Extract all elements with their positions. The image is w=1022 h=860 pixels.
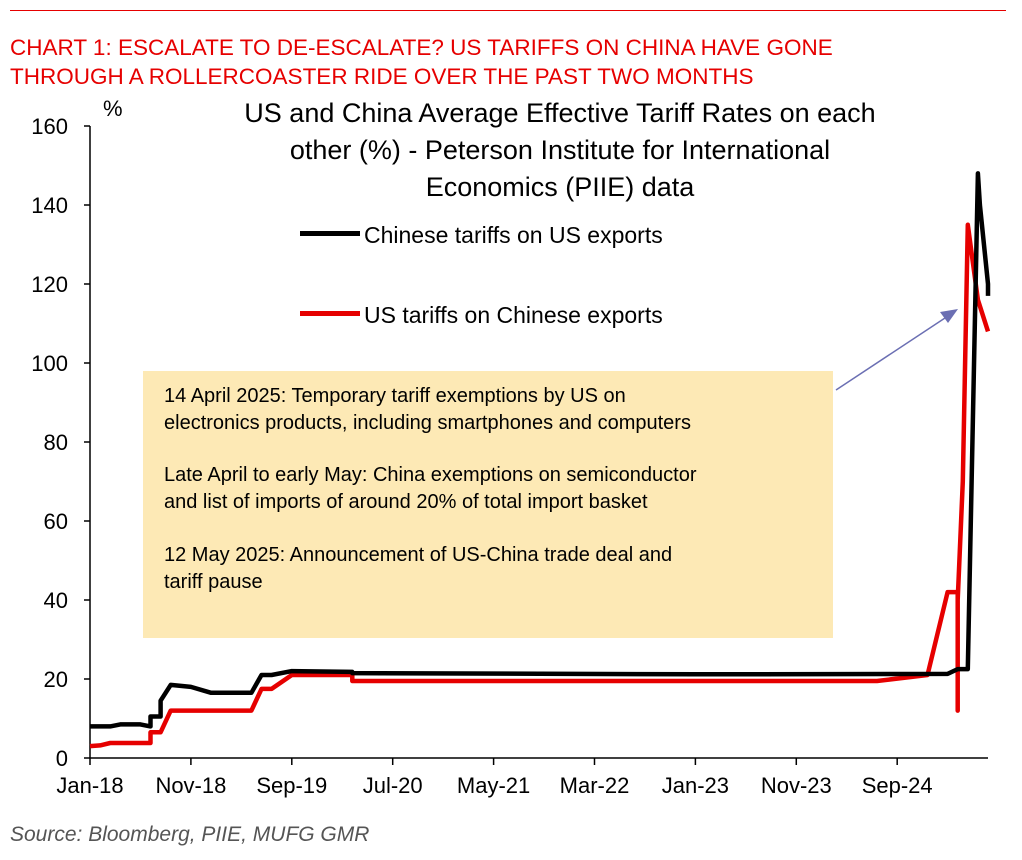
x-tick-label: Nov-23 <box>761 773 832 798</box>
legend-label-chinese-tariffs: Chinese tariffs on US exports <box>364 222 663 248</box>
heading-line-1: CHART 1: ESCALATE TO DE-ESCALATE? US TAR… <box>10 35 833 60</box>
y-tick-label: 160 <box>31 114 68 139</box>
heading-line-2: THROUGH A ROLLERCOASTER RIDE OVER THE PA… <box>10 64 754 89</box>
annotation-line-6: tariff pause <box>164 571 263 593</box>
legend-swatch-us-tariffs <box>300 311 360 316</box>
x-tick-label: Mar-22 <box>560 773 630 798</box>
x-tick-label: Sep-24 <box>862 773 933 798</box>
x-tick-label: Jan-23 <box>662 773 729 798</box>
annotation-box: 14 April 2025: Temporary tariff exemptio… <box>143 371 833 638</box>
x-tick-label: Jan-18 <box>56 773 123 798</box>
y-axis-unit: % <box>103 96 123 121</box>
chart-title: US and China Average Effective Tariff Ra… <box>160 95 960 206</box>
legend-label-us-tariffs: US tariffs on Chinese exports <box>364 302 663 328</box>
header-rule <box>10 10 1006 11</box>
y-tick-label: 120 <box>31 272 68 297</box>
y-tick-label: 100 <box>31 351 68 376</box>
chart-title-line-1: US and China Average Effective Tariff Ra… <box>244 98 876 128</box>
x-tick-label: Jul-20 <box>363 773 423 798</box>
x-tick-label: Sep-19 <box>256 773 327 798</box>
annotation-line-4: and list of imports of around 20% of tot… <box>164 491 648 513</box>
legend-swatch-chinese-tariffs <box>300 231 360 236</box>
chart-title-line-3: Economics (PIIE) data <box>425 172 695 202</box>
x-tick-label: Nov-18 <box>155 773 226 798</box>
chart-title-line-2: other (%) - Peterson Institute for Inter… <box>289 135 831 165</box>
annotation-line-5: 12 May 2025: Announcement of US-China tr… <box>164 544 673 566</box>
annotation-arrow-line <box>835 317 946 391</box>
y-tick-label: 40 <box>44 588 68 613</box>
annotation-line-3: Late April to early May: China exemption… <box>164 464 697 486</box>
series-line-chinese-tariffs <box>90 171 991 729</box>
source-note: Source: Bloomberg, PIIE, MUFG GMR <box>10 823 370 846</box>
x-tick-label: May-21 <box>457 773 530 798</box>
annotation-line-1: 14 April 2025: Temporary tariff exemptio… <box>164 385 626 407</box>
chart-heading: CHART 1: ESCALATE TO DE-ESCALATE? US TAR… <box>10 33 1010 91</box>
series-line-us-tariffs <box>89 222 991 749</box>
annotation-line-2: electronics products, including smartpho… <box>164 412 691 434</box>
y-tick-label: 140 <box>31 193 68 218</box>
y-tick-label: 20 <box>44 667 68 692</box>
y-tick-label: 80 <box>44 430 68 455</box>
annotation-arrow-head <box>940 309 958 323</box>
y-tick-label: 0 <box>56 746 68 771</box>
y-tick-label: 60 <box>44 509 68 534</box>
